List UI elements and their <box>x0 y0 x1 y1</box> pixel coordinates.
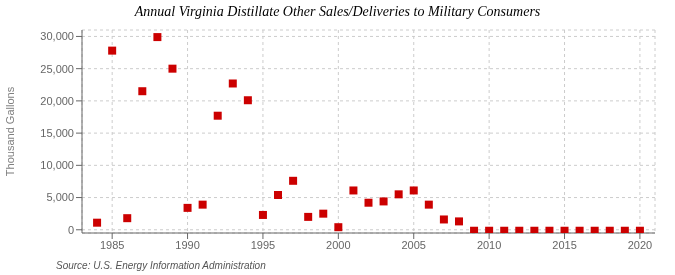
svg-text:15,000: 15,000 <box>40 127 74 139</box>
svg-text:1995: 1995 <box>251 239 275 251</box>
html-text:Annual Virginia Distillate Oth: Annual Virginia Distillate Other Sales/D… <box>134 4 541 19</box>
svg-text:2015: 2015 <box>552 239 576 251</box>
svg-text:2005: 2005 <box>401 239 425 251</box>
html-text:Source: U.S. Energy Informatio: Source: U.S. Energy Information Administ… <box>56 260 266 271</box>
svg-text:20,000: 20,000 <box>40 95 74 107</box>
svg-text:1990: 1990 <box>175 239 199 251</box>
svg-text:2010: 2010 <box>477 239 501 251</box>
svg-text:25,000: 25,000 <box>40 63 74 75</box>
svg-text:Thousand Gallons: Thousand Gallons <box>8 86 16 176</box>
svg-text:5,000: 5,000 <box>46 191 74 203</box>
svg-text:2020: 2020 <box>628 239 652 251</box>
svg-text:2000: 2000 <box>326 239 350 251</box>
svg-text:0: 0 <box>68 224 74 236</box>
svg-text:30,000: 30,000 <box>40 30 74 42</box>
svg-text:1985: 1985 <box>100 239 124 251</box>
svg-text:10,000: 10,000 <box>40 159 74 171</box>
